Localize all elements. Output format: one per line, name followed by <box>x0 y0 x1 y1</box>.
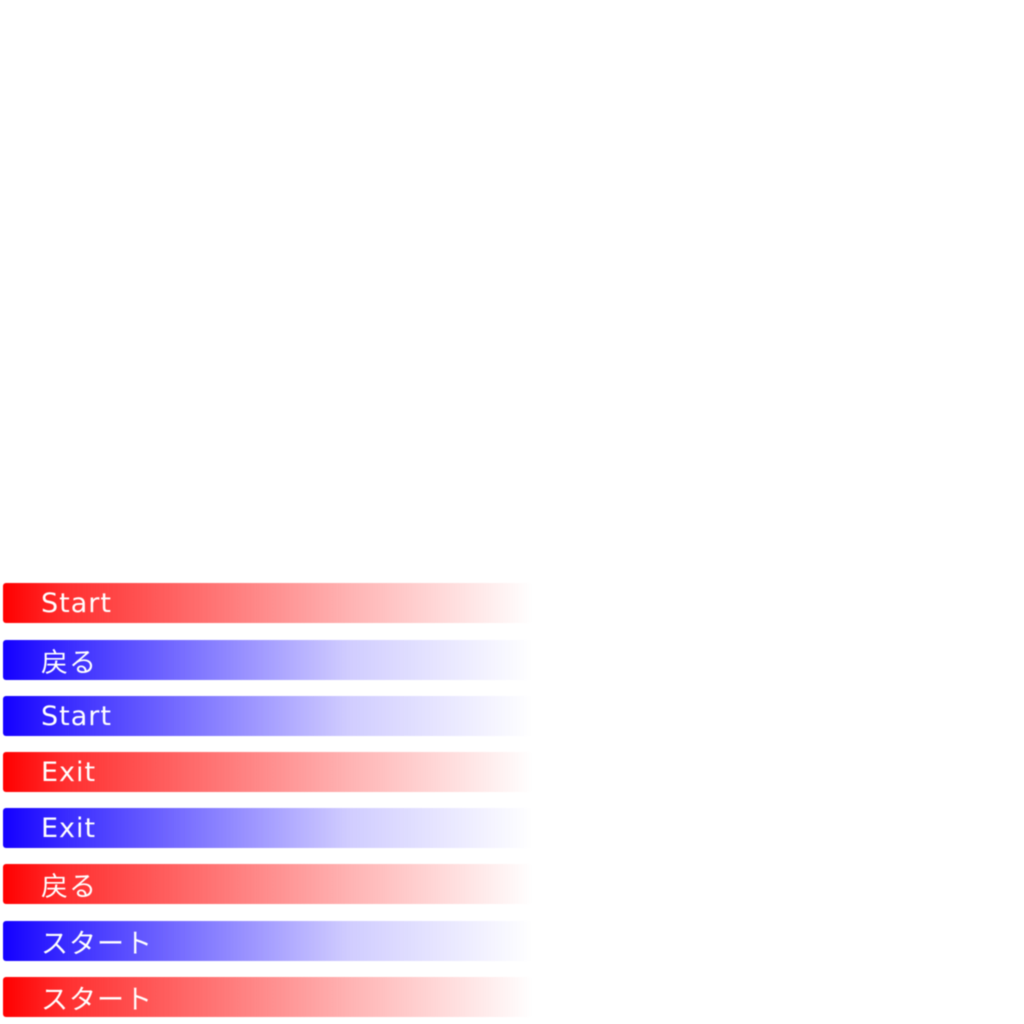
menu-button-6[interactable]: 戻る <box>3 864 533 904</box>
menu-button-label: Start <box>41 587 112 619</box>
menu-button-label: 戻る <box>41 871 97 903</box>
menu-button-label: スタート <box>41 984 153 1016</box>
menu-button-label: スタート <box>41 928 153 960</box>
menu-button-4[interactable]: Exit <box>3 752 533 792</box>
menu-button-5[interactable]: Exit <box>3 808 533 848</box>
menu-button-label: Start <box>41 700 112 732</box>
menu-button-2[interactable]: 戻る <box>3 640 533 680</box>
menu-button-label: Exit <box>41 812 97 844</box>
menu-button-3[interactable]: Start <box>3 696 533 736</box>
menu-button-label: Exit <box>41 756 97 788</box>
menu-button-1[interactable]: Start <box>3 583 533 623</box>
menu-button-7[interactable]: スタート <box>3 921 533 961</box>
menu-button-label: 戻る <box>41 647 97 679</box>
menu-button-8[interactable]: スタート <box>3 977 533 1017</box>
